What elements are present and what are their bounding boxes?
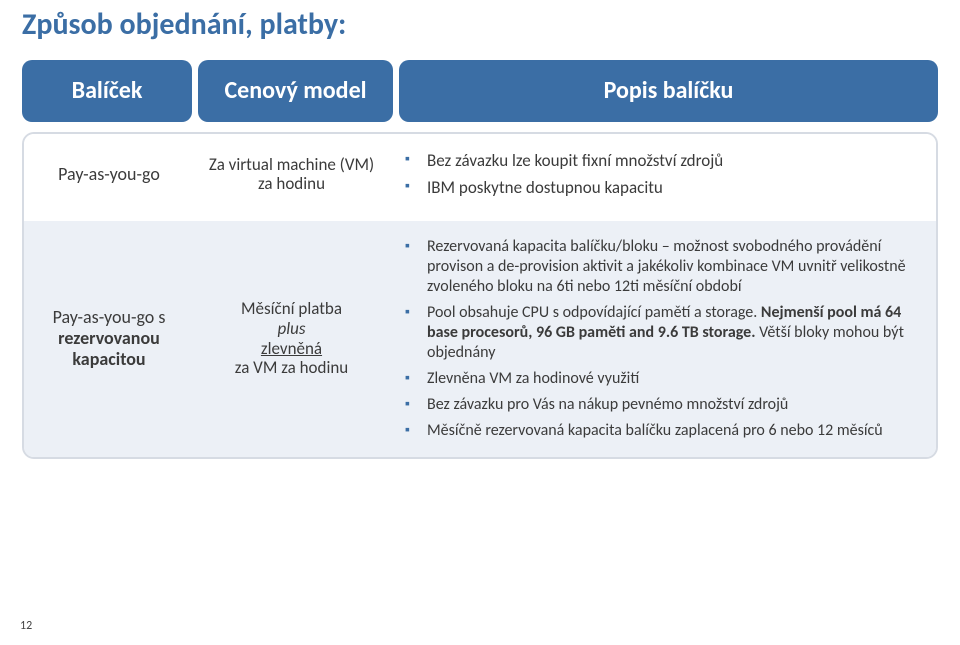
row-label: Pay-as-you-go s rezervovanou kapacitou (24, 221, 194, 457)
bullet-item: Rezervovaná kapacita balíčku/bloku – mož… (423, 237, 918, 297)
header-cell-balicek: Balíček (22, 60, 192, 122)
table-header-row: Balíček Cenový model Popis balíčku (22, 60, 938, 122)
table-row: Pay-as-you-go Za virtual machine (VM) za… (24, 134, 936, 215)
row-label-text: Pay-as-you-go (58, 164, 160, 185)
bullet-item: IBM poskytne dostupnou kapacitu (423, 177, 918, 198)
header-label: Popis balíčku (604, 78, 734, 103)
bullet-list: Rezervovaná kapacita balíčku/bloku – mož… (401, 237, 924, 441)
row-model: Měsíční platbapluszlevněnáza VM za hodin… (194, 221, 389, 457)
header-label: Balíček (72, 78, 143, 103)
bullet-item: Bez závazku pro Vás na nákup pevnémo mno… (423, 395, 918, 415)
row-desc: Bez závazku lze koupit fixní množství zd… (389, 134, 936, 215)
row-desc: Rezervovaná kapacita balíčku/bloku – mož… (389, 221, 936, 457)
table-row: Pay-as-you-go s rezervovanou kapacitou M… (24, 221, 936, 457)
bullet-item: Bez závazku lze koupit fixní množství zd… (423, 150, 918, 171)
row-label: Pay-as-you-go (24, 134, 194, 215)
slide-title: Způsob objednání, platby: (22, 6, 346, 43)
row-model-text: Měsíční platbapluszlevněnáza VM za hodin… (235, 299, 348, 377)
header-cell-popis: Popis balíčku (399, 60, 938, 122)
table-body: Pay-as-you-go Za virtual machine (VM) za… (22, 132, 938, 459)
header-label: Cenový model (224, 78, 366, 103)
header-body-gap (22, 122, 938, 132)
row-model: Za virtual machine (VM) za hodinu (194, 134, 389, 215)
bullet-item: Pool obsahuje CPU s odpovídající pamětí … (423, 303, 918, 363)
row-label-text: Pay-as-you-go s rezervovanou kapacitou (36, 307, 182, 369)
header-cell-model: Cenový model (198, 60, 393, 122)
bullet-list: Bez závazku lze koupit fixní množství zd… (401, 150, 924, 199)
row-model-text: Za virtual machine (VM) za hodinu (206, 155, 377, 194)
bullet-item: Zlevněna VM za hodinové využití (423, 369, 918, 389)
pricing-table: Balíček Cenový model Popis balíčku Pay-a… (22, 60, 938, 459)
page-number: 12 (20, 619, 32, 633)
bullet-item: Měsíčně rezervovaná kapacita balíčku zap… (423, 421, 918, 441)
